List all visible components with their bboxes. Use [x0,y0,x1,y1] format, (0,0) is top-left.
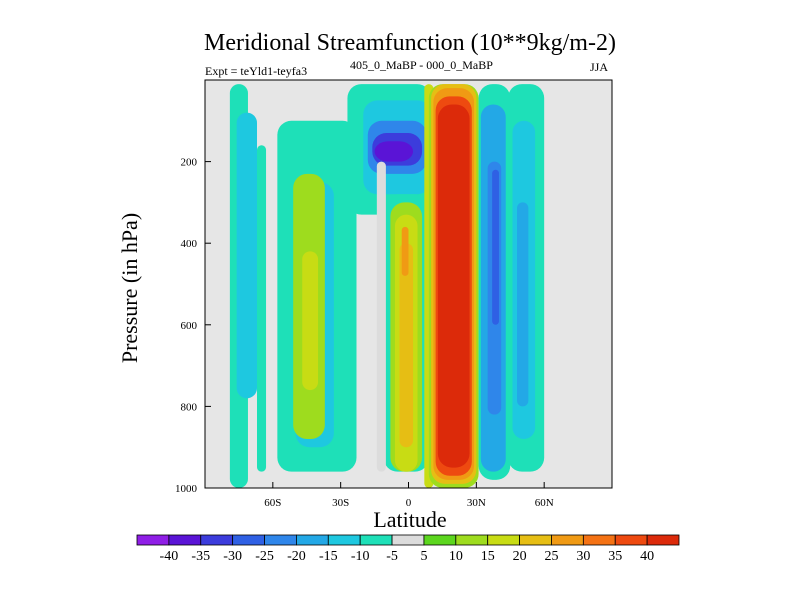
colorbar-swatch-2 [200,534,234,546]
colorbar-swatch-8 [391,534,425,546]
contour-cell-23 [437,104,470,468]
x-tick-label-1: 30S [332,497,349,509]
colorbar-label-10: 15 [481,549,495,564]
x-axis: 60S 30S 0 30N 60N [264,482,554,509]
colorbar-label-11: 20 [513,549,527,564]
colorbar-swatch-3 [232,534,265,546]
colorbar-swatch-1 [168,534,202,546]
x-tick-label-3: 30N [467,497,486,509]
colorbar-label-2: -30 [223,549,242,564]
y-axis: 200 400 600 800 1000 [175,157,211,495]
y-tick-label-2: 600 [181,320,198,332]
x-axis-label: Latitude [373,507,447,532]
contour-cell-16 [401,226,409,276]
y-tick-label-1: 400 [181,238,198,250]
period-label: 405_0_MaBP - 000_0_MaBP [350,58,493,72]
colorbar-swatch-16 [646,534,680,546]
y-tick-label-4: 1000 [175,483,198,495]
colorbar-label-0: -40 [160,549,179,564]
colorbar-label-7: -5 [386,549,398,564]
y-tick-label-0: 200 [181,157,198,169]
season-label: JJA [590,60,609,74]
colorbar-swatch-15 [614,534,648,546]
x-tick-label-4: 60N [535,497,554,509]
colorbar-swatch-7 [359,534,393,546]
colorbar-swatch-13 [551,534,584,546]
colorbar-label-9: 10 [449,549,463,564]
colorbar-label-4: -20 [287,549,306,564]
contour-cell-1 [236,112,258,399]
colorbar-label-15: 40 [640,549,654,564]
colorbar-swatch-6 [327,534,361,546]
chart-title: Meridional Streamfunction (10**9kg/m-2) [204,30,616,56]
colorbar-label-12: 25 [544,549,558,564]
colorbar-label-8: 5 [420,549,427,564]
colorbar-swatch-5 [296,534,329,546]
colorbar-swatch-12 [519,534,552,546]
contour-cell-6 [302,251,319,391]
y-tick-label-3: 800 [181,401,198,413]
contour-cell-15 [399,243,414,448]
contour-cell-30 [517,202,529,407]
colorbar: -40 -35 -30 -25 -20 -15 -10 -5 5 10 15 20 25 30 35 40 [136,534,680,564]
colorbar-label-5: -15 [319,549,338,564]
colorbar-label-14: 35 [608,549,622,564]
colorbar-label-13: 30 [576,549,590,564]
colorbar-swatch-4 [264,534,297,546]
colorbar-label-6: -10 [351,549,370,564]
colorbar-swatch-0 [136,534,170,546]
colorbar-label-3: -25 [255,549,274,564]
colorbar-label-1: -35 [191,549,210,564]
colorbar-swatch-10 [455,534,489,546]
contour-fill-layer [229,84,545,488]
experiment-label: Expt = teYld1-teyfa3 [205,64,308,78]
contour-cell-11 [374,141,414,162]
colorbar-swatch-14 [582,534,616,546]
x-tick-label-2: 0 [406,497,412,509]
contour-cell-17 [376,161,386,472]
contour-cell-27 [492,169,499,325]
contour-cell-2 [257,145,267,472]
x-tick-label-0: 60S [264,497,281,509]
colorbar-swatch-11 [487,534,520,546]
colorbar-swatch-9 [423,534,457,546]
